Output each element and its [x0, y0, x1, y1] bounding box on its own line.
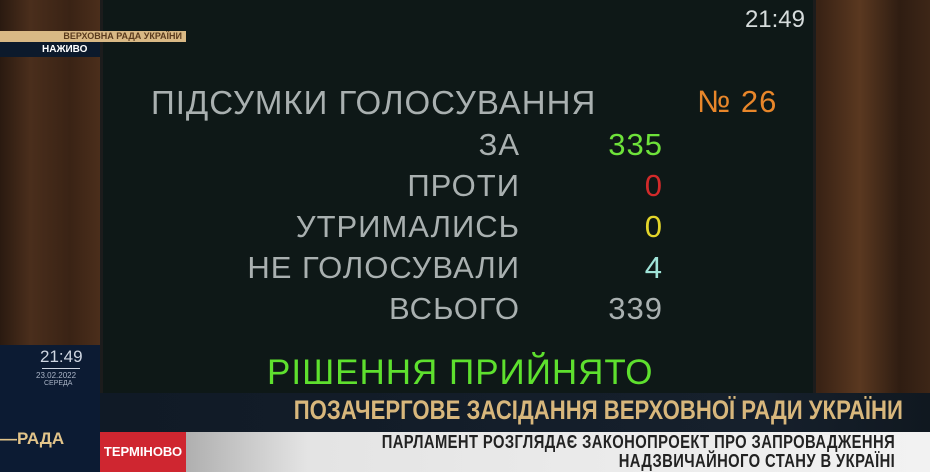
vote-number: № 26	[697, 84, 778, 119]
overlay-time: 21:49	[40, 347, 83, 366]
decision-result: РІШЕННЯ ПРИЙНЯТО	[267, 353, 654, 392]
overlay-weekday: СЕРЕДА	[44, 380, 73, 387]
value-total: 339	[608, 291, 663, 326]
label-not-voted: НЕ ГОЛОСУВАЛИ	[247, 250, 520, 285]
headline: ПОЗАЧЕРГОВЕ ЗАСІДАННЯ ВЕРХОВНОЇ РАДИ УКР…	[293, 395, 903, 425]
label-abstained: УТРИМАЛИСЬ	[295, 209, 520, 244]
headline-band: ПОЗАЧЕРГОВЕ ЗАСІДАННЯ ВЕРХОВНОЇ РАДИ УКР…	[100, 393, 930, 432]
channel-name: ВЕРХОВНА РАДА УКРАЇНИ	[0, 31, 186, 42]
value-against: 0	[644, 168, 663, 203]
board-clock: 21:49	[744, 6, 805, 33]
ticker-line-2: НАДЗВИЧАЙНОГО СТАНУ В УКРАЇНІ	[618, 451, 895, 471]
value-for: 335	[608, 127, 663, 162]
value-abstained: 0	[644, 209, 663, 244]
live-badge: НАЖИВО	[0, 42, 100, 57]
channel-logo: —РАДА	[0, 429, 65, 448]
overlay-date: 23.02.2022	[36, 371, 77, 380]
channel-logo-text: РАДА	[17, 429, 65, 448]
value-not-voted: 4	[644, 250, 663, 285]
ticker-line-1: ПАРЛАМЕНТ РОЗГЛЯДАЄ ЗАКОНОПРОЕКТ ПРО ЗАП…	[381, 432, 895, 452]
news-ticker: ТЕРМІНОВО ПАРЛАМЕНТ РОЗГЛЯДАЄ ЗАКОНОПРОЕ…	[100, 432, 930, 472]
board-title: ПІДСУМКИ ГОЛОСУВАННЯ	[151, 84, 597, 121]
voting-board: 21:49 ПІДСУМКИ ГОЛОСУВАННЯ № 26 ЗА 335 П…	[100, 0, 816, 395]
time-panel: 21:49 23.02.2022 СЕРЕДА —РАДА	[0, 345, 100, 472]
label-for: ЗА	[478, 127, 520, 162]
label-total: ВСЬОГО	[389, 291, 520, 326]
urgent-tag: ТЕРМІНОВО	[100, 432, 186, 472]
divider	[42, 368, 80, 369]
label-against: ПРОТИ	[407, 168, 520, 203]
